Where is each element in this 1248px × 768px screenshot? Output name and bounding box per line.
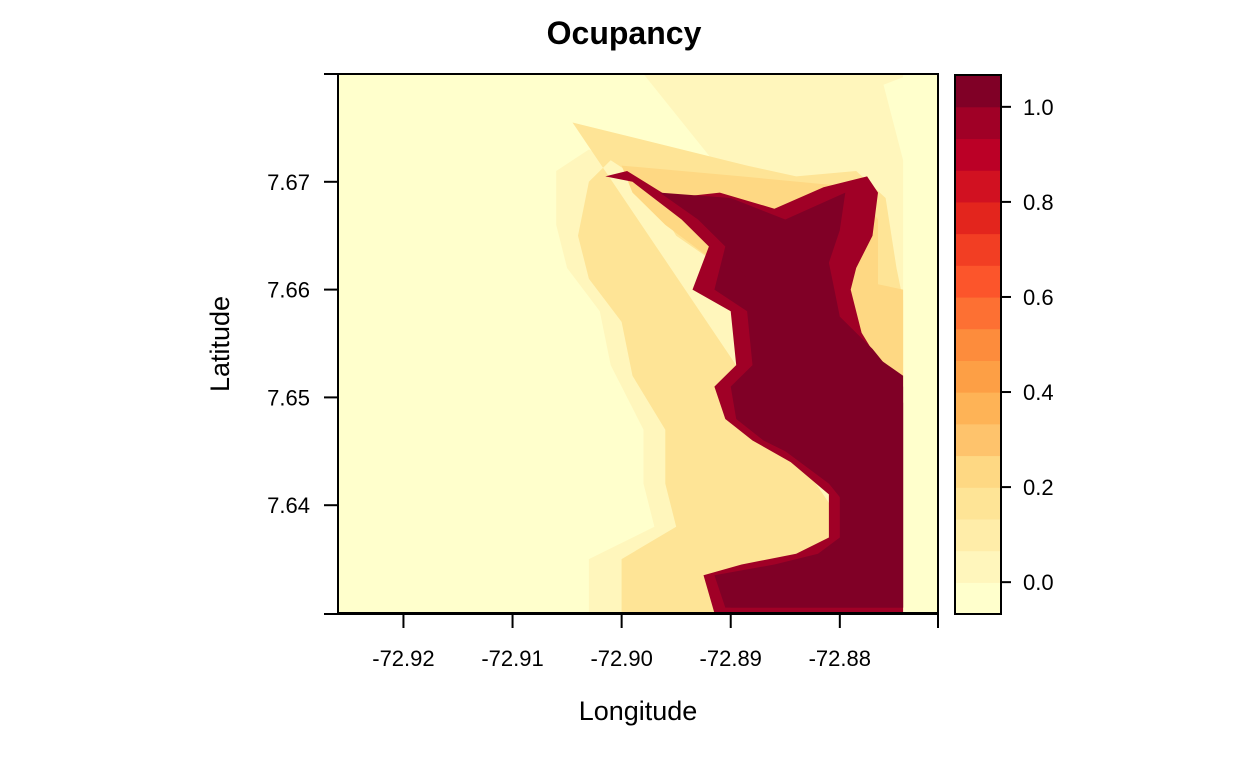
y-axis-label: Latitude	[205, 296, 235, 392]
colorbar-swatch	[955, 582, 1001, 615]
colorbar-swatch	[955, 518, 1001, 552]
colorbar-tick-label: 0.6	[1023, 285, 1054, 310]
colorbar-swatch	[955, 170, 1001, 203]
occupancy-regions	[556, 74, 904, 613]
x-axis-label: Longitude	[579, 696, 698, 726]
colorbar-swatch	[955, 265, 1001, 298]
colorbar-swatch	[955, 487, 1001, 520]
colorbar-swatch	[955, 328, 1001, 361]
x-axis: -72.92 -72.91 -72.90 -72.89 -72.88	[325, 613, 939, 671]
x-tick-label: -72.89	[700, 646, 762, 671]
occupancy-region-5	[730, 246, 904, 608]
x-tick-label: -72.92	[372, 646, 434, 671]
colorbar-swatch	[955, 392, 1001, 425]
colorbar-swatch	[955, 75, 1001, 108]
colorbar-swatch	[955, 423, 1001, 457]
colorbar-frame	[954, 74, 1002, 615]
colorbar-swatch	[955, 201, 1001, 235]
colorbar-tick-label: 0.0	[1023, 570, 1054, 595]
y-tick-label: 7.65	[267, 385, 310, 410]
y-tick-label: 7.66	[267, 278, 310, 303]
colorbar-tick-label: 0.4	[1023, 380, 1054, 405]
colorbar-swatch	[955, 296, 1001, 330]
colorbar-swatch	[955, 106, 1001, 140]
chart-title: Ocupancy	[547, 15, 702, 51]
y-tick-label: 7.64	[267, 493, 310, 518]
colorbar-swatch	[955, 233, 1001, 266]
colorbar-swatch	[955, 360, 1001, 393]
x-tick-label: -72.91	[481, 646, 543, 671]
x-tick-label: -72.88	[809, 646, 871, 671]
colorbar-tick-label: 0.2	[1023, 475, 1054, 500]
colorbar-tick-label: 0.8	[1023, 190, 1054, 215]
colorbar-tick-label: 1.0	[1023, 95, 1054, 120]
y-tick-label: 7.67	[267, 170, 310, 195]
colorbar-swatch	[955, 550, 1001, 583]
x-tick-label: -72.90	[590, 646, 652, 671]
colorbar: 0.0 0.2 0.4 0.6 0.8 1.0	[954, 74, 1054, 615]
y-axis: 7.64 7.65 7.66 7.67	[267, 73, 339, 615]
colorbar-swatch	[955, 138, 1001, 171]
colorbar-swatch	[955, 455, 1001, 488]
